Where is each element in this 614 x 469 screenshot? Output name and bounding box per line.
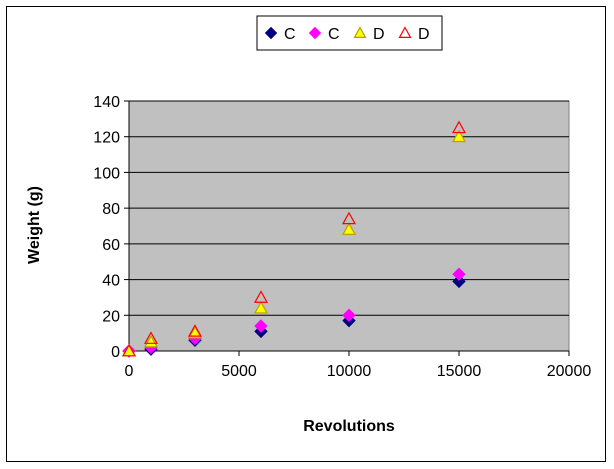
data-point-triangle xyxy=(341,222,357,235)
data-point-diamond xyxy=(452,274,466,289)
data-point-triangle-open xyxy=(341,211,357,225)
data-point-triangle xyxy=(253,300,269,314)
y-tick-label: 60 xyxy=(102,237,120,254)
x-tick-label: 20000 xyxy=(547,363,592,380)
legend-label: C xyxy=(284,26,296,43)
data-point-diamond xyxy=(264,26,278,40)
data-point-diamond xyxy=(342,308,356,322)
data-point-triangle-open xyxy=(121,343,137,357)
legend-label: D xyxy=(418,26,430,43)
legend-label: C xyxy=(328,26,340,43)
legend-label: D xyxy=(373,26,385,43)
data-point-triangle-open xyxy=(398,26,412,39)
data-point-triangle xyxy=(187,325,203,339)
y-tick-label: 80 xyxy=(102,201,120,218)
data-point-triangle-open xyxy=(253,290,269,303)
x-tick-label: 10000 xyxy=(327,363,372,380)
y-tick-label: 40 xyxy=(102,273,120,290)
y-tick-label: 20 xyxy=(102,308,120,325)
data-point-triangle-open xyxy=(143,331,159,344)
data-point-triangle xyxy=(143,334,159,348)
x-tick-label: 5000 xyxy=(221,363,257,380)
y-tick-label: 0 xyxy=(111,344,120,361)
x-tick-label: 15000 xyxy=(437,363,482,380)
x-tick-label: 0 xyxy=(125,363,134,380)
data-point-diamond xyxy=(254,319,268,333)
data-point-triangle xyxy=(451,129,467,143)
data-point-diamond xyxy=(452,267,466,281)
x-axis-title: Revolutions xyxy=(303,418,395,435)
data-point-triangle xyxy=(353,26,367,39)
data-point-triangle-open xyxy=(187,324,203,337)
y-axis-title: Weight (g) xyxy=(26,186,43,264)
data-point-triangle-open xyxy=(451,120,467,134)
data-point-diamond xyxy=(308,26,322,40)
legend-box xyxy=(256,15,443,51)
y-tick-label: 100 xyxy=(93,165,120,182)
y-tick-label: 140 xyxy=(93,94,120,111)
y-tick-label: 120 xyxy=(93,130,120,147)
